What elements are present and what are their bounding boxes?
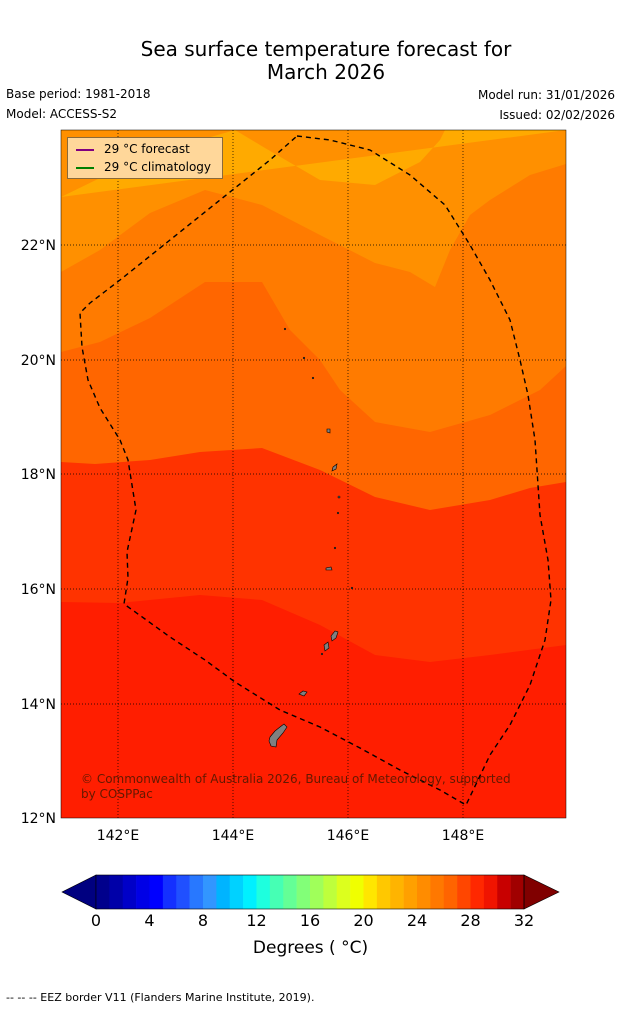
legend-forecast: 29 °C forecast xyxy=(76,142,190,156)
colorbar-segment xyxy=(122,875,137,909)
colorbar-under-arrow xyxy=(61,874,97,910)
colorbar-tick: 4 xyxy=(144,911,155,930)
colorbar-segment xyxy=(256,875,271,909)
colorbar-segment xyxy=(216,875,231,909)
colorbar-over-arrow xyxy=(523,874,560,910)
lon-tick-label: 144°E xyxy=(212,828,255,844)
lat-tick-label: 22°N xyxy=(21,238,56,254)
colorbar-segment xyxy=(310,875,324,909)
colorbar-segment xyxy=(363,875,378,909)
colorbar-segment xyxy=(417,875,431,909)
island-small-1 xyxy=(283,327,287,331)
copyright-notice: © Commonwealth of Australia 2026, Bureau… xyxy=(81,772,511,801)
lat-tick-label: 12°N xyxy=(21,811,56,827)
colorbar-segment xyxy=(350,875,364,909)
title-line-2: March 2026 xyxy=(266,60,386,84)
island-small-6 xyxy=(333,546,337,550)
colorbar-segment xyxy=(443,875,458,909)
colorbar xyxy=(61,874,560,910)
colorbar-frame xyxy=(95,874,525,910)
colorbar-segment xyxy=(269,875,284,909)
latitude-ticks: 22°N 20°N 18°N 16°N 14°N 12°N xyxy=(21,238,56,827)
colorbar-segment xyxy=(229,875,244,909)
model-run: Model run: 31/01/2026 xyxy=(477,88,615,102)
map-legend: 29 °C forecast 29 °C climatology xyxy=(67,137,223,179)
colorbar-tick: 24 xyxy=(406,911,428,930)
island-pagan xyxy=(331,463,338,472)
colorbar-segment xyxy=(390,875,404,909)
lon-tick-label: 148°E xyxy=(442,828,485,844)
colorbar-title: Degrees ( °C) xyxy=(252,938,369,958)
colorbar-segment xyxy=(336,875,351,909)
map-frame xyxy=(60,129,567,819)
island-agrihan xyxy=(326,428,331,434)
islands xyxy=(268,327,354,748)
colorbar-segment xyxy=(483,875,498,909)
island-tinian xyxy=(323,641,330,652)
climatology-line-swatch xyxy=(76,166,94,169)
colorbar-segment xyxy=(323,875,338,909)
island-small-2 xyxy=(302,356,306,360)
colorbar-segment xyxy=(136,875,150,909)
colorbar-segment xyxy=(243,875,257,909)
lon-tick-label: 142°E xyxy=(97,828,140,844)
colorbar-segment xyxy=(430,875,445,909)
legend-forecast-label: 29 °C forecast xyxy=(104,142,190,156)
colorbar-tick: 8 xyxy=(197,911,209,930)
island-small-4 xyxy=(337,495,341,499)
colorbar-tick: 0 xyxy=(90,911,102,930)
colorbar-segment xyxy=(510,875,525,909)
longitude-ticks: 142°E 144°E 146°E 148°E xyxy=(97,828,485,844)
base-period: Base period: 1981-2018 xyxy=(6,87,151,101)
island-saipan xyxy=(330,630,339,642)
lon-tick-label: 146°E xyxy=(327,828,370,844)
colorbar-segment xyxy=(296,875,311,909)
island-guam xyxy=(268,723,288,748)
lat-tick-label: 20°N xyxy=(21,353,56,369)
colorbar-segment xyxy=(203,875,217,909)
colorbar-tick: 16 xyxy=(299,911,321,930)
island-small-8 xyxy=(320,652,324,656)
colorbar-segment xyxy=(497,875,511,909)
colorbar-segment xyxy=(376,875,391,909)
chart-title: Sea surface temperature forecast for Mar… xyxy=(0,38,621,84)
legend-climatology: 29 °C climatology xyxy=(76,160,211,174)
colorbar-segment xyxy=(457,875,471,909)
colorbar-segment xyxy=(162,875,177,909)
lat-tick-label: 14°N xyxy=(21,697,56,713)
title-line-1: Sea surface temperature forecast for xyxy=(140,37,512,61)
colorbar-segment xyxy=(189,875,204,909)
issued-date: Issued: 02/02/2026 xyxy=(499,108,615,122)
colorbar-segment xyxy=(283,875,297,909)
colorbar-segment xyxy=(403,875,418,909)
colorbar-segment xyxy=(96,875,110,909)
colorbar-tick: 20 xyxy=(353,911,374,930)
colorbar-segment xyxy=(109,875,124,909)
island-anatahan xyxy=(325,566,333,571)
colorbar-segment xyxy=(470,875,485,909)
island-rota xyxy=(298,690,308,697)
gridlines xyxy=(61,130,566,818)
island-small-5 xyxy=(336,511,340,515)
lat-tick-label: 18°N xyxy=(21,467,56,483)
colorbar-tick: 32 xyxy=(513,911,535,930)
lat-tick-label: 16°N xyxy=(21,582,56,598)
colorbar-tick: 28 xyxy=(460,911,481,930)
island-small-7 xyxy=(350,586,354,590)
colorbar-segment xyxy=(176,875,190,909)
model-name: Model: ACCESS-S2 xyxy=(6,107,118,121)
colorbar-tick: 12 xyxy=(246,911,267,930)
forecast-line-swatch xyxy=(76,148,94,151)
eez-border xyxy=(79,135,552,806)
colorbar-segment xyxy=(149,875,164,909)
legend-climatology-label: 29 °C climatology xyxy=(104,160,212,174)
footnote-eez: -- -- -- EEZ border V11 (Flanders Marine… xyxy=(6,991,315,1004)
island-small-3 xyxy=(311,376,315,380)
